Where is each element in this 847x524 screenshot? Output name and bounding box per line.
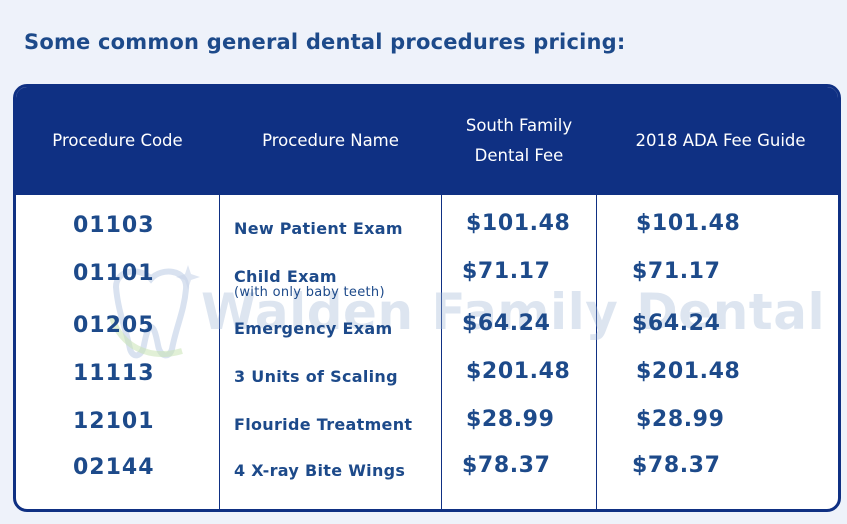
table-row: 11113 3 Units of Scaling $201.48 $201.48	[16, 357, 838, 403]
procedure-code: 12101	[73, 409, 155, 434]
header-procedure-code: Procedure Code	[52, 131, 183, 150]
procedure-name: Emergency Exam	[234, 319, 392, 338]
procedure-name: New Patient Exam	[234, 219, 403, 238]
table-row: 01101 Child Exam (with only baby teeth) $71…	[16, 257, 838, 303]
page-title: Some common general dental procedures pr…	[24, 30, 626, 54]
procedure-name: Child Exam (with only baby teeth)	[234, 267, 385, 300]
ada-fee: $71.17	[632, 259, 721, 284]
south-family-fee: $201.48	[466, 359, 571, 384]
header-south-line2: Dental Fee	[474, 146, 564, 165]
procedure-name: Flouride Treatment	[234, 415, 412, 434]
column-divider	[596, 99, 597, 509]
procedure-name: 4 X-ray Bite Wings	[234, 461, 405, 480]
ada-fee: $101.48	[636, 211, 741, 236]
pricing-table: Procedure Code Procedure Name South Fami…	[13, 84, 841, 512]
table-row: 01103 New Patient Exam $101.48 $101.48	[16, 209, 838, 255]
procedure-code: 02144	[73, 455, 155, 480]
procedure-name-text: Flouride Treatment	[234, 415, 413, 434]
procedure-code: 01103	[73, 213, 155, 238]
procedure-name: 3 Units of Scaling	[234, 367, 398, 386]
header-south-line1: South Family	[465, 116, 573, 135]
procedure-code: 01101	[73, 261, 155, 286]
column-divider	[441, 99, 442, 509]
ada-fee: $78.37	[632, 453, 721, 478]
procedure-code: 01205	[73, 313, 155, 338]
south-family-fee: $64.24	[462, 311, 551, 336]
column-divider	[219, 99, 220, 509]
table-row: 01205 Emergency Exam $64.24 $64.24	[16, 309, 838, 355]
procedure-code: 11113	[73, 361, 155, 386]
south-family-fee: $71.17	[462, 259, 551, 284]
procedure-name-text: 4 X-ray Bite Wings	[234, 461, 406, 480]
header-procedure-name: Procedure Name	[262, 131, 399, 150]
procedure-name-text: Emergency Exam	[234, 319, 393, 338]
table-row: 12101 Flouride Treatment $28.99 $28.99	[16, 405, 838, 451]
header-ada-fee: 2018 ADA Fee Guide	[635, 131, 806, 150]
south-family-fee: $28.99	[466, 407, 555, 432]
table-header: Procedure Code Procedure Name South Fami…	[16, 87, 838, 195]
procedure-name-note: (with only baby teeth)	[234, 285, 385, 300]
table-row: 02144 4 X-ray Bite Wings $78.37 $78.37	[16, 451, 838, 497]
header-south-family-fee: South Family Dental Fee	[442, 87, 596, 195]
ada-fee: $28.99	[636, 407, 725, 432]
procedure-name-text: New Patient Exam	[234, 219, 403, 238]
south-family-fee: $101.48	[466, 211, 571, 236]
south-family-fee: $78.37	[462, 453, 551, 478]
procedure-name-text: 3 Units of Scaling	[234, 367, 398, 386]
procedure-name-text: Child Exam	[234, 267, 337, 286]
ada-fee: $201.48	[636, 359, 741, 384]
ada-fee: $64.24	[632, 311, 721, 336]
